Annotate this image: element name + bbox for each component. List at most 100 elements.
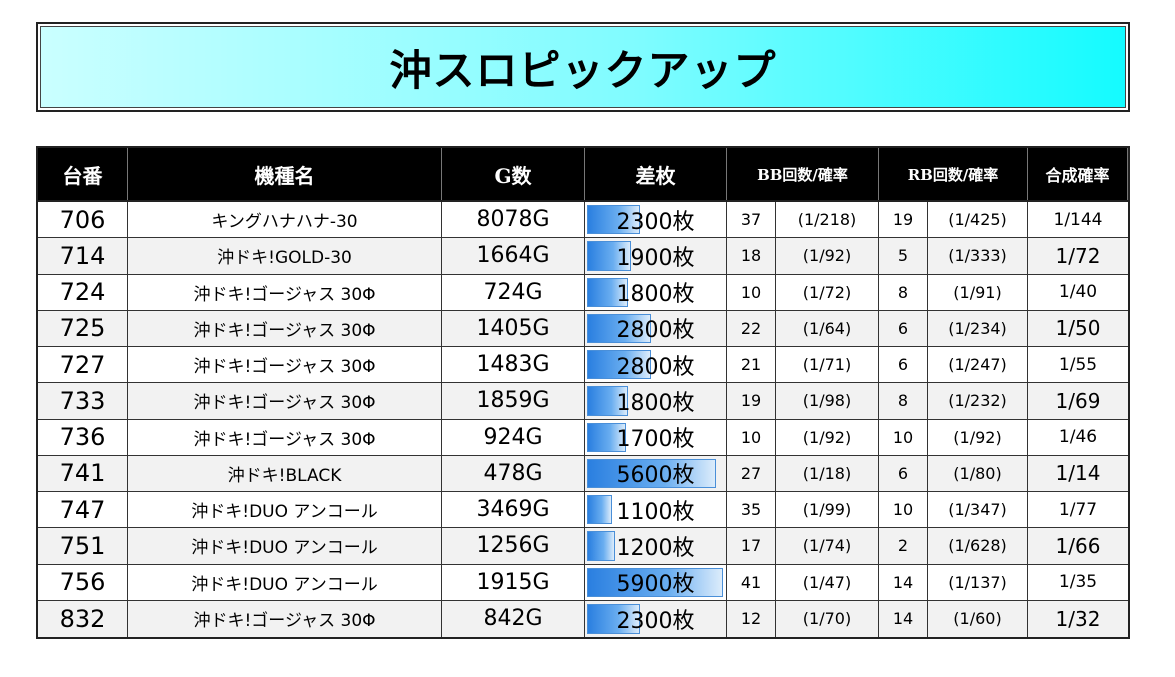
diff-coins: 2300枚 [616,209,695,235]
machine-number: 756 [59,568,106,597]
game-count-cell: 724G [442,274,585,310]
machine-number: 832 [59,604,106,633]
machine-name: 沖ドキ!BLACK [227,465,342,486]
bb-count-cell: 18 [727,238,776,274]
rb-count: 6 [897,355,909,375]
synth-rate: 1/46 [1058,427,1098,448]
bb-count-cell: 21 [727,347,776,383]
bb-rate: (1/18) [802,463,852,483]
bb-count: 35 [740,500,762,520]
rb-count-cell: 5 [879,238,928,274]
rb-rate: (1/137) [948,572,1007,592]
synth-rate-cell: 1/35 [1028,565,1128,600]
game-count: 1664G [476,243,550,269]
machine-name: 沖ドキ!ゴージャス 30Φ [193,611,376,632]
header-name: 機種名 [128,148,442,200]
game-count-cell: 1664G [442,238,585,274]
game-count: 724G [483,279,543,305]
machine-name-cell: 沖ドキ!BLACK [128,455,442,491]
diff-coins: 1900枚 [616,245,695,271]
diff-bar [587,313,651,343]
rb-count: 8 [897,282,909,302]
rb-rate-cell: (1/628) [928,528,1028,564]
synth-rate-cell: 1/69 [1028,383,1128,418]
machine-name: 沖ドキ!DUO アンコール [191,538,378,559]
machine-name: 沖ドキ!ゴージャス 30Φ [193,429,376,450]
rb-rate: (1/347) [948,500,1007,520]
machine-number-cell: 714 [38,238,128,274]
game-count: 842G [483,606,543,632]
rb-count-cell: 6 [879,310,928,346]
rb-rate-cell: (1/232) [928,383,1028,419]
machine-name: 沖ドキ!ゴージャス 30Φ [193,357,376,378]
diff-coins: 2300枚 [616,608,695,634]
bb-rate-cell: (1/18) [776,455,879,491]
game-count: 3469G [476,497,550,523]
bb-rate: (1/47) [802,572,852,592]
machine-name-cell: キングハナハナ-30 [128,202,442,238]
diff-coins: 1800枚 [616,390,695,416]
machine-number-cell: 706 [38,202,128,238]
table-row: 725 沖ドキ!ゴージャス 30Φ 1405G 2800枚 22 (1/64) 6 (1/23… [38,310,1128,347]
synth-rate-cell: 1/14 [1028,456,1128,491]
bb-count-cell: 27 [727,455,776,491]
synth-rate: 1/14 [1055,461,1101,486]
bb-count: 10 [740,427,762,447]
machine-number: 736 [59,423,106,452]
machine-number-cell: 747 [38,492,128,528]
rb-count: 10 [892,500,914,520]
bb-rate: (1/98) [802,391,852,411]
diff-coins: 1200枚 [616,535,695,561]
rb-rate-cell: (1/425) [928,202,1028,238]
machine-number-cell: 724 [38,274,128,310]
header-synth: 合成確率 [1028,148,1128,200]
diff-coins: 1100枚 [616,499,695,525]
rb-rate: (1/60) [953,609,1002,629]
bb-count: 41 [740,572,762,592]
synth-rate: 1/40 [1058,282,1098,303]
synth-rate-cell: 1/72 [1028,238,1128,273]
bb-rate-cell: (1/70) [776,600,879,637]
rb-rate: (1/425) [948,210,1007,230]
diff-coins-cell: 2300枚 [585,202,727,238]
machine-number-cell: 725 [38,310,128,346]
synth-rate-cell: 1/50 [1028,311,1128,346]
rb-rate-cell: (1/91) [928,274,1028,310]
table-row: 832 沖ドキ!ゴージャス 30Φ 842G 2300枚 12 (1/70) 14 (1/60… [38,600,1128,637]
bb-count: 19 [740,391,762,411]
table-row: 714 沖ドキ!GOLD-30 1664G 1900枚 18 (1/92) 5 (1/333)… [38,238,1128,275]
machine-name-cell: 沖ドキ!GOLD-30 [128,238,442,274]
diff-coins: 2800枚 [616,354,695,380]
rb-rate-cell: (1/60) [928,600,1028,637]
rb-rate: (1/232) [948,391,1007,411]
bb-rate-cell: (1/72) [776,274,879,310]
diff-bar [587,422,626,452]
bb-count: 18 [740,246,762,266]
rb-count: 14 [892,572,914,592]
game-count: 8078G [476,207,550,233]
game-count: 1256G [476,533,550,559]
bb-rate: (1/74) [802,536,852,556]
rb-count-cell: 10 [879,492,928,528]
machine-number: 751 [59,531,106,560]
machine-name-cell: 沖ドキ!DUO アンコール [128,528,442,564]
rb-count-cell: 2 [879,528,928,564]
machine-name: 沖ドキ!DUO アンコール [191,502,378,523]
machine-name-cell: 沖ドキ!ゴージャス 30Φ [128,274,442,310]
rb-count: 8 [897,391,909,411]
table-row: 747 沖ドキ!DUO アンコール 3469G 1100枚 35 (1/99) 10 (1/3… [38,492,1128,529]
machine-name: 沖ドキ!ゴージャス 30Φ [193,393,376,414]
title-banner: 沖スロピックアップ [36,22,1130,112]
bb-rate: (1/72) [802,282,852,302]
diff-coins-cell: 2300枚 [585,600,727,637]
rb-count: 5 [897,246,909,266]
diff-bar [587,495,612,525]
rb-count-cell: 6 [879,455,928,491]
machine-name-cell: 沖ドキ!DUO アンコール [128,492,442,528]
diff-coins-cell: 1800枚 [585,274,727,310]
diff-coins-cell: 1800枚 [585,383,727,419]
machine-name: 沖ドキ!DUO アンコール [191,574,378,595]
synth-rate-cell: 1/55 [1028,347,1128,382]
diff-coins-cell: 5600枚 [585,455,727,491]
game-count-cell: 842G [442,600,585,637]
